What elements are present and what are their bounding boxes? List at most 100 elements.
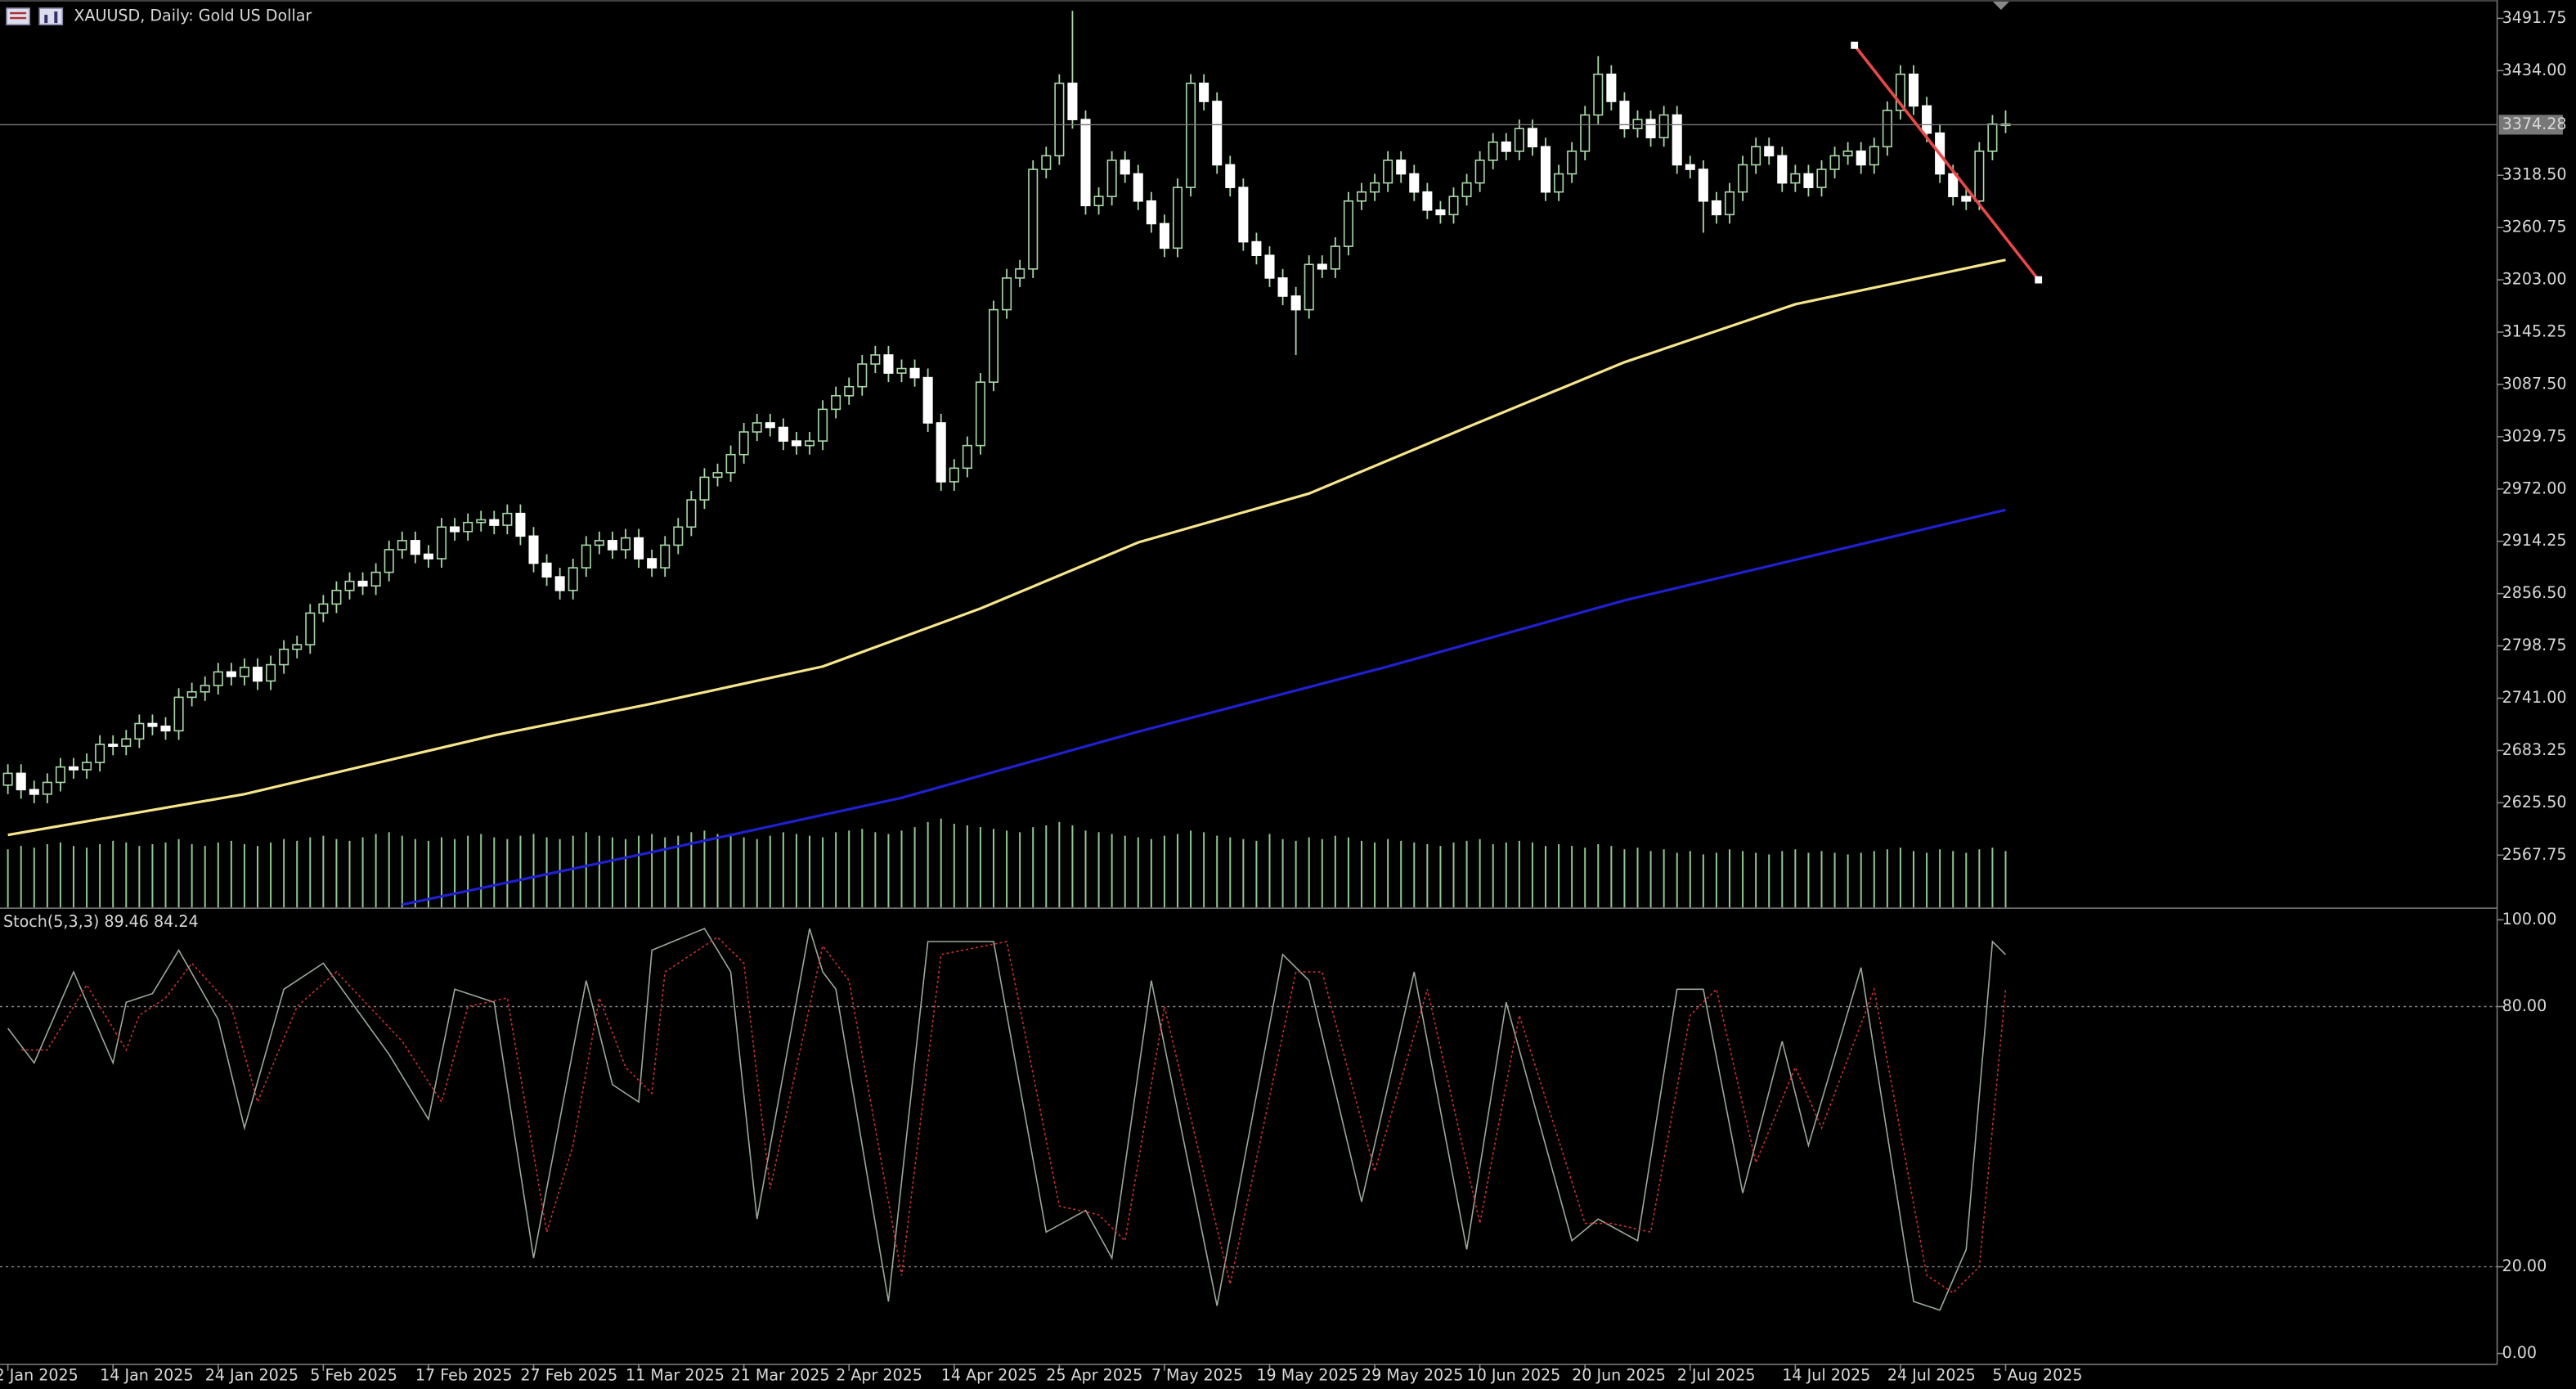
y-tick-label: 2741.00 (2502, 689, 2567, 707)
candle-body (1002, 277, 1012, 311)
candle-body (1645, 119, 1656, 139)
candle-body (410, 540, 420, 555)
y-tick-label: 3434.00 (2502, 61, 2567, 79)
x-tick-label: 5 Aug 2025 (1992, 1366, 2082, 1384)
x-tick-label: 11 Mar 2025 (626, 1366, 725, 1384)
candle-body (1974, 151, 1985, 202)
candle-body (1961, 196, 1972, 202)
x-tick-label: 5 Feb 2025 (310, 1366, 397, 1384)
x-tick-label: 2 Jan 2025 (0, 1366, 79, 1384)
y-tick-label: 0.00 (2502, 1344, 2537, 1362)
candle-body (673, 526, 684, 546)
candle-body (936, 422, 946, 483)
y-tick-label: 2625.50 (2502, 793, 2567, 811)
candle-body (1054, 83, 1065, 157)
x-tick-label: 14 Jan 2025 (100, 1366, 193, 1384)
candle-body (554, 576, 565, 591)
candle-body (949, 467, 959, 483)
candle-body (423, 553, 433, 560)
x-tick-label: 19 May 2025 (1256, 1366, 1358, 1384)
x-tick-label: 25 Apr 2025 (1046, 1366, 1142, 1384)
y-tick-label: 2972.00 (2502, 479, 2567, 497)
x-tick-label: 29 May 2025 (1362, 1366, 1463, 1384)
candle-body (266, 663, 276, 682)
candle-body (909, 367, 920, 379)
candle-body (1606, 73, 1617, 102)
y-tick-label: 3087.50 (2502, 375, 2567, 393)
candle-body (1015, 267, 1025, 279)
candle-body (16, 772, 26, 791)
candle-body (1540, 146, 1551, 193)
candle-body (29, 789, 39, 795)
candle-body (1777, 155, 1788, 184)
candle-body (1409, 173, 1420, 193)
candle-body (778, 426, 788, 442)
candle-body (752, 422, 762, 433)
candle-body (1672, 114, 1682, 166)
candle-body (568, 567, 578, 591)
indicator-line (7, 258, 2006, 837)
candle-body (883, 354, 894, 374)
y-tick-label: 3260.75 (2502, 218, 2567, 236)
candle-body (1698, 169, 1708, 202)
candle-body (1554, 173, 1564, 193)
candle-body (738, 431, 749, 456)
candle-body (712, 472, 723, 479)
candle-body (160, 726, 171, 732)
x-tick-label: 2 Apr 2025 (836, 1366, 922, 1384)
y-tick-label: 2856.50 (2502, 584, 2567, 602)
candle-body (1120, 160, 1130, 175)
x-tick-label: 10 Jun 2025 (1467, 1366, 1561, 1384)
icon (38, 7, 64, 25)
candle-body (1290, 295, 1301, 311)
candle-body (1882, 110, 1892, 148)
candle-body (1317, 263, 1327, 270)
candle-body (804, 440, 815, 447)
candle-body (121, 738, 132, 747)
candle-body (186, 690, 197, 699)
candle-body (1264, 254, 1275, 279)
candle-body (450, 526, 460, 533)
candle-body (1343, 200, 1353, 247)
candle-body (1922, 105, 1932, 134)
candle-body (2, 772, 13, 786)
candle-body (1764, 146, 1775, 157)
candle-body (844, 385, 855, 397)
candle-body (68, 766, 79, 771)
candle-body (660, 544, 671, 569)
candle-body (1829, 155, 1840, 170)
candle-body (1685, 164, 1695, 170)
candle-body (1987, 123, 1998, 152)
candle-body (1159, 223, 1169, 249)
x-tick-label: 20 Jun 2025 (1572, 1366, 1666, 1384)
candle-body (357, 580, 368, 587)
candle-body (1041, 155, 1052, 170)
y-tick-label: 80.00 (2502, 997, 2547, 1015)
candle-body (1212, 101, 1223, 166)
x-tick-label: 7 May 2025 (1151, 1366, 1243, 1384)
candle-body (1304, 263, 1314, 311)
candle-body (147, 722, 158, 727)
candle-body (1895, 73, 1905, 111)
candle-body (384, 549, 394, 573)
candle-body (1238, 187, 1249, 243)
y-tick-label: 2914.25 (2502, 532, 2567, 550)
candle-body (1225, 164, 1236, 188)
candle-body (173, 696, 184, 732)
candle-body (213, 671, 223, 686)
candle-body (634, 537, 644, 560)
candle-body (922, 376, 933, 424)
x-tick-label: 14 Jul 2025 (1782, 1366, 1870, 1384)
candle-body (134, 722, 145, 740)
candle-body (292, 644, 303, 650)
candle-body (818, 408, 828, 442)
candle-body (1133, 173, 1143, 202)
candle-body (1396, 160, 1407, 175)
candle-body (1593, 73, 1604, 116)
candle-body (1093, 196, 1104, 207)
candle-body (1948, 173, 1959, 198)
indicator-line (20, 936, 2007, 1294)
candle-body (397, 540, 407, 551)
